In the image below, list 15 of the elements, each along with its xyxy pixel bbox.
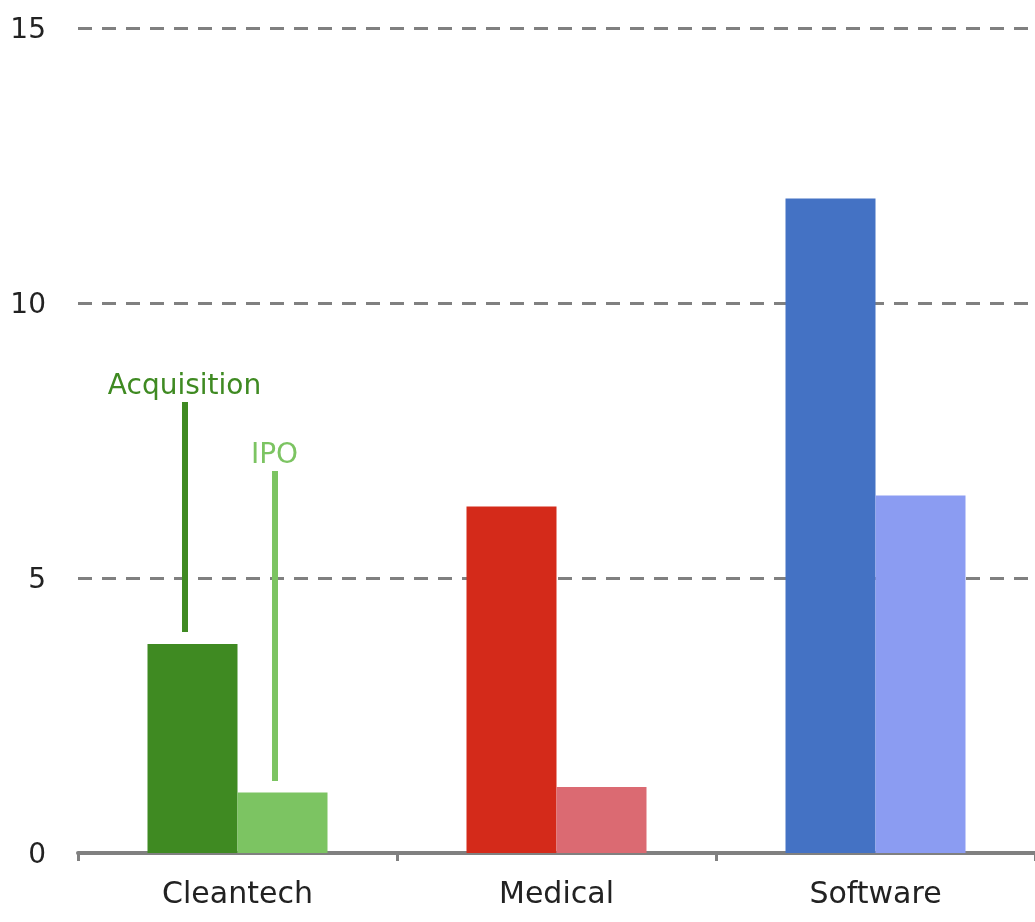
bar (466, 506, 557, 853)
y-tick-label: 5 (28, 561, 46, 595)
bar (556, 787, 647, 853)
text: Acquisition (107, 368, 262, 402)
y-tick-label: 10 (10, 286, 46, 320)
x-tick-label: Cleantech (162, 874, 313, 910)
x-tick-label: Software (809, 874, 942, 910)
y-tick-label: 0 (28, 836, 46, 870)
bar (237, 792, 328, 853)
text: IPO (250, 436, 299, 471)
x-tick-label: Medical (499, 874, 614, 910)
y-tick-label: 15 (10, 11, 46, 45)
bar (785, 198, 876, 853)
bar (875, 495, 966, 853)
bar (147, 644, 238, 853)
